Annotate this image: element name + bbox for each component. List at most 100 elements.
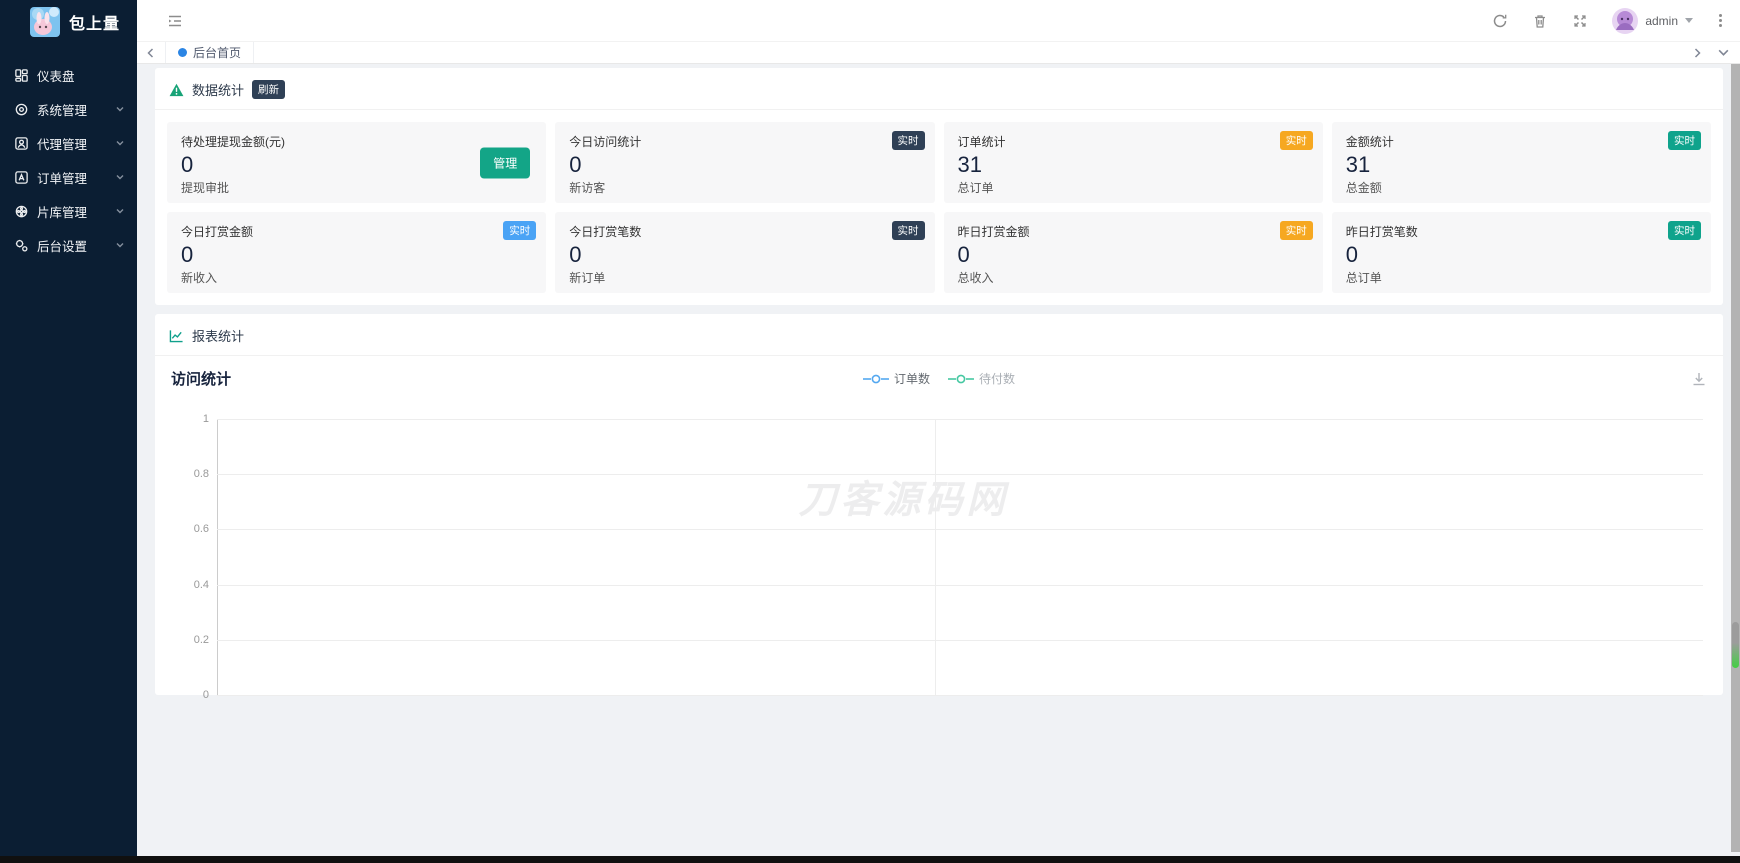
sidebar-item-settings[interactable]: 后台设置: [0, 228, 137, 262]
film-icon: [15, 205, 28, 217]
card-value: 0: [569, 152, 582, 177]
chevron-down-icon: [116, 175, 124, 180]
legend-item-pending[interactable]: 待付数: [948, 370, 1015, 387]
sidebar-item-label: 订单管理: [37, 171, 88, 186]
chevron-left-icon: [147, 47, 154, 58]
chart-plot-area: 1 0.8 0.6 0.4 0.2 0 刀客源码网: [194, 413, 1703, 701]
sidebar-item-label: 后台设置: [37, 239, 88, 254]
stat-card-reward-count-today: 实时 今日打赏笔数 0 新订单: [555, 212, 935, 293]
stats-section: 数据统计 刷新 待处理提现金额(元) 0 提现审批 管理 实时 今日访问统计 0…: [155, 68, 1723, 305]
legend-label: 待付数: [979, 372, 1016, 386]
chevron-down-icon: [116, 209, 124, 214]
chevron-down-icon: [116, 243, 124, 248]
card-sublabel: 总金额: [1345, 181, 1382, 196]
status-badge: 实时: [503, 221, 537, 240]
chevron-right-icon[interactable]: [1691, 47, 1703, 59]
legend-label: 订单数: [893, 372, 930, 386]
card-sublabel: 新收入: [181, 271, 218, 286]
window-bottom-edge: [0, 856, 1740, 863]
app-logo[interactable]: 包上量: [0, 0, 137, 44]
gear-icon: [15, 103, 28, 115]
avatar: [1612, 7, 1639, 34]
stat-card-orders: 实时 订单统计 31 总订单: [943, 122, 1323, 203]
card-sublabel: 总订单: [957, 181, 994, 196]
card-value: 0: [181, 242, 194, 267]
scrollbar-thumb[interactable]: [1732, 622, 1739, 668]
main-content: 数据统计 刷新 待处理提现金额(元) 0 提现审批 管理 实时 今日访问统计 0…: [137, 64, 1740, 852]
card-sublabel: 总订单: [1345, 271, 1382, 286]
trash-icon[interactable]: [1532, 13, 1548, 29]
user-menu[interactable]: admin: [1612, 7, 1693, 34]
tab-label: 后台首页: [193, 46, 242, 60]
y-tick-label: 0.6: [193, 523, 209, 536]
sidebar-item-system[interactable]: 系统管理: [0, 92, 137, 126]
y-tick-label: 1: [202, 413, 209, 425]
y-tick-label: 0: [202, 689, 209, 701]
watermark-text: 刀客源码网: [798, 479, 1009, 522]
status-badge: 实时: [1279, 221, 1313, 240]
card-value: 31: [1345, 152, 1371, 177]
stat-card-reward-amount-today: 实时 今日打赏金额 0 新收入: [167, 212, 547, 293]
sidebar-menu: 仪表盘 系统管理 代理管理 订单管理 片库管理 后台设置: [0, 58, 137, 262]
x-gridline: [934, 419, 936, 695]
stat-card-amount: 实时 金额统计 31 总金额: [1331, 122, 1711, 203]
card-sublabel: 新访客: [569, 181, 606, 196]
legend-marker-orders: [862, 374, 889, 383]
kebab-menu-icon[interactable]: [1717, 12, 1724, 29]
chevron-down-icon: [116, 107, 124, 112]
tabs-scroll-left[interactable]: [137, 47, 165, 59]
card-title: 金额统计: [1345, 135, 1394, 149]
card-title: 待处理提现金额(元): [181, 135, 285, 149]
card-value: 0: [1345, 242, 1358, 267]
sidebar-item-agent[interactable]: 代理管理: [0, 126, 137, 160]
download-icon[interactable]: [1691, 371, 1707, 387]
chart-legend: 订单数 待付数: [862, 370, 1015, 387]
card-sublabel: 新订单: [569, 271, 606, 286]
status-badge: 实时: [1668, 221, 1701, 240]
card-value: 0: [569, 242, 582, 267]
sidebar: 包上量 仪表盘 系统管理 代理管理 订单管理 片库管理 后台设置: [0, 0, 137, 863]
card-value: 0: [181, 152, 194, 177]
sidebar-item-orders[interactable]: 订单管理: [0, 160, 137, 194]
status-badge: 实时: [891, 221, 925, 240]
active-tab-dot: [178, 48, 187, 57]
username-label: admin: [1645, 13, 1678, 28]
tab-home[interactable]: 后台首页: [165, 42, 255, 63]
tabs-bar: 后台首页: [137, 41, 1740, 64]
y-axis-line: [217, 419, 218, 695]
refresh-badge[interactable]: 刷新: [252, 80, 286, 99]
card-title: 昨日打赏金额: [957, 225, 1030, 239]
sidebar-item-dashboard[interactable]: 仪表盘: [0, 58, 137, 92]
line-chart-icon: [169, 329, 183, 342]
card-sublabel: 提现审批: [181, 181, 230, 196]
stat-cards-grid: 待处理提现金额(元) 0 提现审批 管理 实时 今日访问统计 0 新访客 实时 …: [155, 110, 1723, 305]
stat-card-reward-amount-yesterday: 实时 昨日打赏金额 0 总收入: [943, 212, 1323, 293]
order-icon: [15, 170, 28, 184]
y-tick-label: 0.2: [193, 633, 209, 646]
sidebar-toggle-icon[interactable]: [167, 13, 183, 29]
status-badge: 实时: [891, 131, 925, 150]
top-header: admin: [137, 0, 1740, 41]
sidebar-item-label: 片库管理: [37, 205, 88, 220]
scrollbar-track[interactable]: [1731, 64, 1740, 852]
stat-card-visits-today: 实时 今日访问统计 0 新访客: [555, 122, 935, 203]
tabs-dropdown-icon[interactable]: [1717, 46, 1730, 59]
app-title: 包上量: [69, 16, 121, 33]
refresh-icon[interactable]: [1492, 13, 1508, 29]
logo-image: [30, 7, 60, 37]
card-value: 31: [957, 152, 982, 177]
legend-item-orders[interactable]: 订单数: [862, 370, 930, 387]
sidebar-item-library[interactable]: 片库管理: [0, 194, 137, 228]
fullscreen-icon[interactable]: [1572, 13, 1588, 29]
dashboard-icon: [15, 68, 28, 82]
card-title: 今日打赏金额: [181, 225, 254, 239]
sidebar-item-label: 代理管理: [37, 137, 88, 152]
card-title: 昨日打赏笔数: [1345, 225, 1418, 239]
manage-button[interactable]: 管理: [480, 147, 531, 178]
y-tick-label: 0.4: [193, 578, 209, 591]
stat-card-reward-count-yesterday: 实时 昨日打赏笔数 0 总订单: [1331, 212, 1711, 293]
cogs-icon: [15, 239, 28, 252]
card-sublabel: 总收入: [957, 271, 994, 286]
card-title: 今日打赏笔数: [569, 225, 642, 239]
report-section-title: 报表统计: [192, 329, 245, 344]
